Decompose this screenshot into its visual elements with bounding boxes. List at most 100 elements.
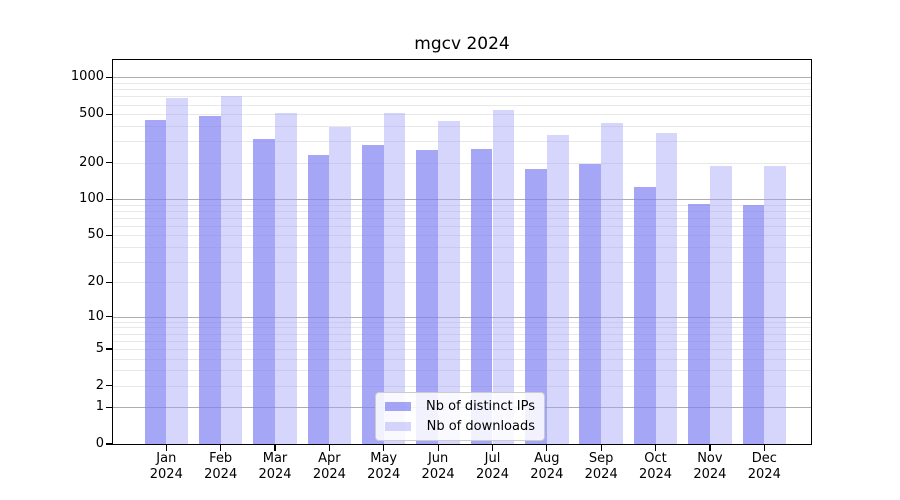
bar-nb-of-distinct-ips-apr xyxy=(307,154,330,444)
gridline-major-1000 xyxy=(113,77,811,79)
bar-nb-of-distinct-ips-sep xyxy=(579,163,602,444)
x-tick-label-jan: Jan 2024 xyxy=(134,451,198,482)
x-tick-label-year: 2024 xyxy=(747,466,781,482)
gridline-major-100 xyxy=(113,199,811,201)
y-tick-label-20: 20 xyxy=(87,274,104,290)
bar-nb-of-downloads-apr xyxy=(329,127,352,444)
bar-nb-of-distinct-ips-jun xyxy=(416,149,439,444)
y-tick-label-500: 500 xyxy=(79,106,104,122)
x-tick-label-oct: Oct 2024 xyxy=(624,451,688,482)
gridline-minor-400 xyxy=(113,125,811,127)
y-tick-label-5: 5 xyxy=(95,340,104,356)
x-tick-label-year: 2024 xyxy=(475,466,510,482)
gridline-minor-700 xyxy=(113,96,811,98)
gridline-minor-90 xyxy=(113,204,811,206)
gridline-minor-200 xyxy=(113,162,811,164)
bar-nb-of-distinct-ips-feb xyxy=(198,116,221,444)
gridline-major-10 xyxy=(113,316,811,318)
gridline-minor-8 xyxy=(113,327,811,329)
bar-nb-of-downloads-jul xyxy=(492,110,515,444)
x-tick-mark-dec xyxy=(763,445,765,451)
y-tick-mark-2 xyxy=(105,385,113,387)
x-tick-label-year: 2024 xyxy=(638,466,673,482)
x-tick-label-feb: Feb 2024 xyxy=(189,451,253,482)
gridline-minor-40 xyxy=(113,246,811,248)
y-tick-label-1: 1 xyxy=(95,399,104,415)
x-tick-mark-may xyxy=(383,445,385,451)
x-tick-label-may: May 2024 xyxy=(352,451,416,482)
bar-nb-of-downloads-feb xyxy=(220,95,243,444)
gridline-minor-500 xyxy=(113,114,811,116)
bar-nb-of-downloads-oct xyxy=(655,132,678,444)
legend-item-distinct-ips: Nb of distinct IPs xyxy=(385,399,535,414)
y-tick-label-2: 2 xyxy=(95,377,104,393)
x-tick-label-year: 2024 xyxy=(367,466,401,482)
gridline-minor-2 xyxy=(113,385,811,387)
x-tick-label-dec: Dec 2024 xyxy=(732,451,796,482)
gridline-minor-20 xyxy=(113,282,811,284)
legend-label-distinct-ips: Nb of distinct IPs xyxy=(426,399,535,414)
x-tick-mark-apr xyxy=(328,445,331,451)
legend-swatch-downloads xyxy=(385,422,411,431)
gridline-minor-5 xyxy=(113,348,811,350)
x-tick-label-jul: Jul 2024 xyxy=(461,451,525,482)
plot-area xyxy=(111,58,812,445)
legend: Nb of distinct IPs Nb of downloads xyxy=(375,392,545,441)
bar-nb-of-downloads-dec xyxy=(764,166,787,444)
x-tick-mark-feb xyxy=(220,445,222,451)
y-tick-mark-10 xyxy=(105,316,113,318)
y-tick-mark-1 xyxy=(105,406,113,408)
x-tick-mark-mar xyxy=(274,445,276,451)
bar-nb-of-downloads-mar xyxy=(275,112,297,444)
y-tick-mark-200 xyxy=(105,162,113,164)
bar-nb-of-downloads-nov xyxy=(709,165,732,444)
gridline-minor-70 xyxy=(113,217,811,219)
gridline-minor-30 xyxy=(113,261,811,263)
x-tick-label-nov: Nov 2024 xyxy=(678,451,742,482)
bar-nb-of-distinct-ips-mar xyxy=(253,139,276,444)
gridline-minor-800 xyxy=(113,89,811,91)
gridline-minor-6 xyxy=(113,340,811,342)
y-tick-label-100: 100 xyxy=(79,191,104,207)
y-tick-mark-5 xyxy=(105,348,113,350)
bar-nb-of-distinct-ips-jan xyxy=(144,119,167,444)
y-tick-label-0: 0 xyxy=(95,436,104,451)
x-tick-label-year: 2024 xyxy=(204,466,238,482)
y-tick-label-10: 10 xyxy=(87,308,104,324)
gridline-minor-900 xyxy=(113,83,811,84)
x-tick-mark-oct xyxy=(654,445,657,451)
gridline-minor-300 xyxy=(113,141,811,143)
chart-title: mgcv 2024 xyxy=(414,34,510,54)
x-tick-mark-nov xyxy=(709,445,711,451)
x-tick-label-year: 2024 xyxy=(693,466,727,482)
x-tick-label-year: 2024 xyxy=(530,466,564,482)
gridline-minor-7 xyxy=(113,333,811,335)
y-tick-mark-0 xyxy=(105,443,113,445)
y-tick-label-50: 50 xyxy=(87,227,104,243)
bar-nb-of-distinct-ips-nov xyxy=(688,204,710,444)
bar-nb-of-downloads-jun xyxy=(438,121,460,444)
gridline-minor-600 xyxy=(113,104,811,106)
legend-label-downloads: Nb of downloads xyxy=(426,419,535,434)
x-tick-label-year: 2024 xyxy=(258,466,292,482)
x-tick-mark-jul xyxy=(491,445,494,451)
legend-swatch-distinct-ips xyxy=(385,402,411,411)
bar-nb-of-downloads-jan xyxy=(166,98,189,444)
x-tick-label-year: 2024 xyxy=(312,466,346,482)
x-tick-label-mar: Mar 2024 xyxy=(243,451,307,482)
x-tick-label-aug: Aug 2024 xyxy=(515,451,579,482)
y-tick-mark-50 xyxy=(105,234,113,237)
x-tick-mark-aug xyxy=(546,445,548,451)
bar-nb-of-distinct-ips-may xyxy=(362,144,384,444)
bar-nb-of-downloads-aug xyxy=(546,135,569,444)
y-tick-label-1000: 1000 xyxy=(70,69,104,85)
x-tick-mark-jun xyxy=(437,445,439,451)
y-tick-mark-100 xyxy=(105,198,113,200)
y-tick-mark-20 xyxy=(105,281,113,284)
x-tick-label-apr: Apr 2024 xyxy=(297,451,361,482)
x-tick-label-jun: Jun 2024 xyxy=(406,451,470,482)
x-tick-mark-jan xyxy=(165,445,167,451)
bar-nb-of-distinct-ips-dec xyxy=(742,204,765,444)
gridline-minor-80 xyxy=(113,210,811,212)
